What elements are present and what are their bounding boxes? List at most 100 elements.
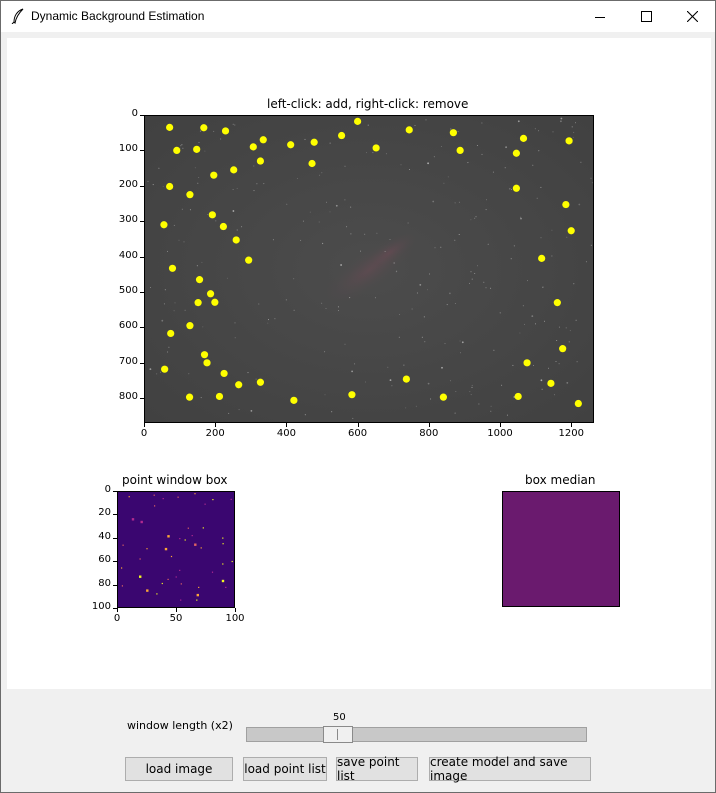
sample-point[interactable] bbox=[553, 299, 561, 307]
star bbox=[556, 340, 558, 341]
sample-point[interactable] bbox=[210, 171, 218, 179]
star bbox=[471, 386, 473, 388]
sample-point[interactable] bbox=[200, 124, 208, 132]
window-length-label: window length (x2) bbox=[127, 719, 233, 732]
sample-point[interactable] bbox=[208, 211, 216, 219]
star bbox=[511, 189, 512, 190]
sample-point[interactable] bbox=[256, 378, 265, 386]
sample-point[interactable] bbox=[256, 157, 265, 165]
sample-point[interactable] bbox=[220, 369, 228, 378]
sample-point[interactable] bbox=[567, 227, 575, 235]
window-star bbox=[175, 576, 177, 578]
star bbox=[542, 286, 544, 288]
sample-point[interactable] bbox=[439, 393, 448, 401]
sample-point[interactable] bbox=[287, 141, 295, 149]
sample-point[interactable] bbox=[337, 131, 346, 140]
maximize-button[interactable] bbox=[623, 1, 669, 32]
sample-point[interactable] bbox=[449, 129, 457, 137]
sample-point[interactable] bbox=[166, 123, 174, 131]
load-point-list-button[interactable]: load point list bbox=[243, 757, 327, 781]
sample-point[interactable] bbox=[161, 365, 169, 373]
sample-point[interactable] bbox=[245, 256, 253, 264]
sample-point[interactable] bbox=[405, 126, 413, 134]
sample-point[interactable] bbox=[562, 200, 570, 209]
sample-point[interactable] bbox=[167, 329, 175, 338]
sample-point[interactable] bbox=[186, 191, 194, 199]
star bbox=[164, 289, 166, 291]
sample-point[interactable] bbox=[203, 359, 211, 367]
star bbox=[490, 410, 492, 412]
star bbox=[352, 417, 354, 419]
star bbox=[414, 125, 416, 126]
sample-point[interactable] bbox=[160, 221, 168, 229]
sample-point[interactable] bbox=[249, 143, 257, 151]
sample-point[interactable] bbox=[538, 254, 546, 262]
star bbox=[474, 273, 476, 274]
sample-point[interactable] bbox=[310, 138, 318, 146]
sample-point[interactable] bbox=[308, 159, 316, 168]
sample-point[interactable] bbox=[290, 396, 298, 404]
star bbox=[160, 371, 162, 373]
sample-point[interactable] bbox=[574, 399, 582, 408]
sample-point[interactable] bbox=[186, 322, 194, 330]
sample-point[interactable] bbox=[168, 264, 177, 272]
x-tick-label: 200 bbox=[205, 428, 225, 439]
sample-point[interactable] bbox=[206, 290, 215, 298]
sample-point[interactable] bbox=[235, 381, 243, 389]
main-image-axes[interactable] bbox=[144, 115, 594, 423]
title-bar[interactable]: Dynamic Background Estimation bbox=[1, 1, 715, 32]
sample-point[interactable] bbox=[200, 351, 209, 359]
minimize-button[interactable] bbox=[577, 1, 623, 32]
star bbox=[255, 378, 257, 380]
sample-point[interactable] bbox=[348, 391, 356, 399]
tick-mark bbox=[357, 423, 359, 427]
window-star bbox=[170, 555, 173, 558]
sample-point[interactable] bbox=[519, 134, 528, 142]
sample-point[interactable] bbox=[219, 222, 227, 231]
sample-point[interactable] bbox=[259, 136, 267, 144]
sample-point[interactable] bbox=[514, 392, 522, 401]
sample-point[interactable] bbox=[512, 149, 520, 157]
sample-point[interactable] bbox=[523, 359, 531, 367]
window-length-slider[interactable] bbox=[246, 727, 587, 742]
star bbox=[470, 394, 472, 396]
sample-point[interactable] bbox=[166, 182, 174, 191]
sample-point[interactable] bbox=[565, 137, 573, 145]
star bbox=[535, 323, 536, 325]
x-tick-label: 400 bbox=[276, 428, 296, 439]
sample-point[interactable] bbox=[211, 298, 219, 306]
create-model-button[interactable]: create model and save image bbox=[429, 755, 591, 783]
sample-point[interactable] bbox=[559, 345, 567, 353]
window-star bbox=[187, 527, 189, 529]
star bbox=[215, 220, 217, 222]
sample-point[interactable] bbox=[354, 117, 362, 125]
star bbox=[337, 306, 339, 308]
sample-point[interactable] bbox=[221, 127, 230, 135]
star bbox=[520, 217, 522, 220]
star bbox=[156, 373, 158, 375]
save-point-list-button[interactable]: save point list bbox=[336, 755, 418, 783]
sample-point[interactable] bbox=[194, 299, 202, 307]
star bbox=[372, 152, 374, 154]
sample-point[interactable] bbox=[230, 166, 238, 174]
sample-point[interactable] bbox=[512, 184, 520, 192]
close-button[interactable] bbox=[669, 1, 715, 32]
sample-point[interactable] bbox=[185, 393, 194, 401]
sample-point[interactable] bbox=[195, 276, 204, 284]
star bbox=[444, 343, 446, 345]
sample-point[interactable] bbox=[456, 146, 464, 155]
star bbox=[569, 330, 571, 332]
star bbox=[429, 273, 430, 275]
sample-point[interactable] bbox=[193, 145, 201, 153]
sample-point[interactable] bbox=[173, 146, 181, 155]
star bbox=[150, 287, 151, 288]
slider-handle[interactable] bbox=[323, 726, 353, 743]
main-plot-title: left-click: add, right-click: remove bbox=[267, 97, 469, 111]
sample-point[interactable] bbox=[215, 392, 224, 401]
load-image-button[interactable]: load image bbox=[125, 757, 233, 781]
sample-point[interactable] bbox=[372, 144, 380, 152]
sample-point[interactable] bbox=[547, 379, 555, 387]
sample-point[interactable] bbox=[402, 375, 410, 383]
sample-point[interactable] bbox=[232, 236, 240, 244]
star bbox=[324, 351, 326, 353]
